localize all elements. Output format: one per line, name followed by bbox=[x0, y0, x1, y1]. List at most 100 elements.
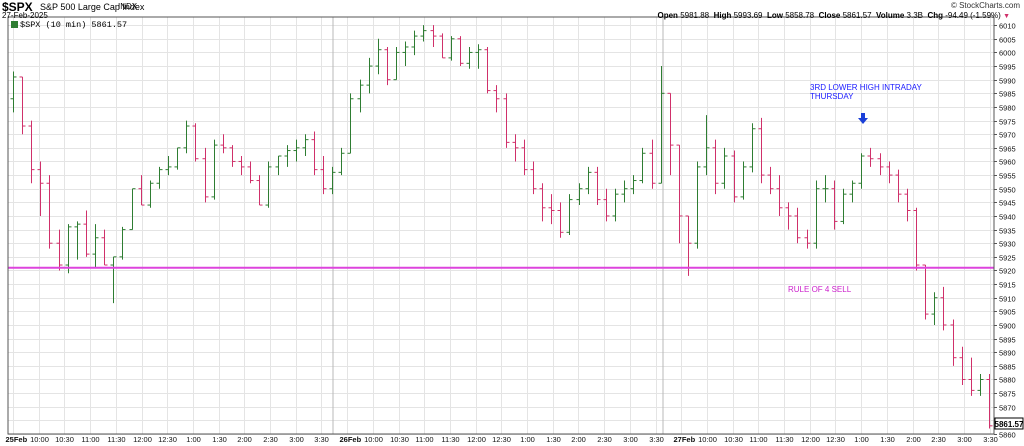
x-tick-label: 26Feb bbox=[340, 435, 362, 444]
index-name: S&P 500 Large Cap Index bbox=[40, 2, 145, 12]
x-tick-label: 3:30 bbox=[314, 435, 329, 444]
x-tick-label: 11:00 bbox=[749, 435, 767, 444]
y-tick-label: 5880 bbox=[999, 376, 1016, 385]
ohlc-bar bbox=[439, 33, 446, 59]
ohlc-bar bbox=[174, 147, 181, 170]
ohlc-bar bbox=[794, 207, 801, 244]
ohlc-bar bbox=[448, 36, 455, 61]
ohlc-bar bbox=[302, 134, 309, 156]
chg-down-icon: ▼ bbox=[1003, 13, 1010, 20]
y-tick-label: 6000 bbox=[999, 49, 1016, 58]
y-tick-label: 5985 bbox=[999, 90, 1016, 99]
ohlc-bar bbox=[138, 175, 145, 206]
ohlc-bar bbox=[110, 256, 117, 304]
high-label: High bbox=[713, 11, 732, 20]
x-tick-label: 1:30 bbox=[546, 435, 561, 444]
ohlc-bar bbox=[749, 123, 756, 173]
ohlc-bar bbox=[338, 147, 345, 176]
ohlc-bar bbox=[484, 46, 491, 94]
ohlc-bar bbox=[566, 194, 573, 236]
x-tick-label: 1:00 bbox=[186, 435, 201, 444]
x-tick-label: 11:30 bbox=[441, 435, 459, 444]
ohlc-bar bbox=[192, 123, 199, 162]
ohlc-bar bbox=[658, 66, 665, 184]
ohlc-bar bbox=[512, 134, 519, 162]
ohlc-bar bbox=[639, 147, 646, 184]
ohlc-bar bbox=[731, 150, 738, 203]
ohlc-bar bbox=[147, 180, 154, 208]
x-tick-label: 27Feb bbox=[674, 435, 696, 444]
ohlc-bar bbox=[411, 30, 418, 56]
ohlc-bar bbox=[940, 286, 947, 331]
ohlc-bar bbox=[521, 139, 528, 176]
ohlc-bar bbox=[265, 161, 272, 208]
y-tick-label: 5895 bbox=[999, 336, 1016, 345]
x-tick-label: 2:30 bbox=[263, 435, 278, 444]
ohlc-bar bbox=[585, 166, 592, 195]
lower-high-annotation: 3RD LOWER HIGH INTRADAY THURSDAY bbox=[810, 83, 922, 101]
ohlc-bar bbox=[256, 175, 263, 206]
volume-value: 3.3B bbox=[906, 11, 923, 20]
ohlc-bar bbox=[703, 115, 710, 176]
x-tick-label: 12:00 bbox=[801, 435, 820, 444]
ohlc-bar bbox=[649, 139, 656, 189]
ohlc-bar bbox=[156, 166, 163, 189]
ohlc-bar bbox=[694, 161, 701, 249]
y-tick-label: 6010 bbox=[999, 22, 1016, 31]
ohlc-bar bbox=[676, 144, 683, 244]
ohlc-bar bbox=[557, 202, 564, 238]
x-tick-label: 12:00 bbox=[467, 435, 486, 444]
ohlc-bar bbox=[904, 188, 911, 222]
chg-value: -94.49 (-1.59%) bbox=[945, 11, 1001, 20]
x-tick-label: 12:30 bbox=[492, 435, 511, 444]
ohlc-bar bbox=[849, 180, 856, 203]
x-tick-label: 3:00 bbox=[957, 435, 972, 444]
y-tick-label: 5980 bbox=[999, 104, 1016, 113]
high-value: 5993.69 bbox=[733, 11, 763, 20]
ohlc-bar bbox=[877, 153, 884, 176]
x-tick-label: 3:00 bbox=[623, 435, 638, 444]
symbol-title: $SPX bbox=[2, 0, 33, 14]
ohlc-bar bbox=[329, 166, 336, 195]
ohlc-bar bbox=[767, 166, 774, 195]
open-label: Open bbox=[657, 11, 678, 20]
ohlc-bar bbox=[922, 264, 929, 320]
ohlc-bar bbox=[129, 188, 136, 231]
x-tick-label: 11:00 bbox=[415, 435, 433, 444]
ohlc-bar bbox=[275, 155, 282, 176]
ohlc-bar bbox=[712, 139, 719, 195]
ohlc-bar bbox=[183, 120, 190, 154]
x-tick-label: 1:30 bbox=[880, 435, 895, 444]
y-tick-label: 5955 bbox=[999, 172, 1016, 181]
x-tick-label: 2:00 bbox=[906, 435, 921, 444]
ohlc-bar bbox=[56, 229, 63, 271]
y-tick-label: 5920 bbox=[999, 267, 1016, 276]
y-tick-label: 5960 bbox=[999, 158, 1016, 167]
x-tick-label: 1:30 bbox=[212, 435, 227, 444]
y-tick-label: 5860 bbox=[999, 431, 1016, 440]
ohlc-bar bbox=[393, 46, 400, 81]
ohlc-bars bbox=[10, 25, 993, 429]
ohlc-bar bbox=[667, 92, 674, 176]
x-tick-label: 11:30 bbox=[107, 435, 125, 444]
x-tick-label: 1:00 bbox=[854, 435, 869, 444]
ohlc-bar bbox=[576, 183, 583, 206]
y-tick-label: 5930 bbox=[999, 240, 1016, 249]
ohlc-bar bbox=[10, 71, 17, 113]
ohlc-bar bbox=[466, 46, 473, 69]
ohlc-bar bbox=[822, 175, 829, 203]
ohlc-bar bbox=[621, 180, 628, 203]
stockcharts-credit: © StockCharts.com bbox=[950, 1, 1020, 10]
ohlc-bar bbox=[785, 202, 792, 230]
ohlc-bar bbox=[366, 57, 373, 94]
x-tick-label: 10:00 bbox=[364, 435, 383, 444]
x-tick-label: 2:30 bbox=[597, 435, 612, 444]
open-value: 5981.88 bbox=[680, 11, 710, 20]
y-tick-label: 5870 bbox=[999, 404, 1016, 413]
x-tick-label: 10:30 bbox=[390, 435, 409, 444]
ohlc-bar bbox=[238, 156, 245, 176]
ohlc-bar bbox=[165, 156, 172, 176]
volume-label: Volume bbox=[875, 11, 905, 20]
y-tick-label: 5995 bbox=[999, 63, 1016, 72]
plot-frame bbox=[7, 16, 995, 435]
